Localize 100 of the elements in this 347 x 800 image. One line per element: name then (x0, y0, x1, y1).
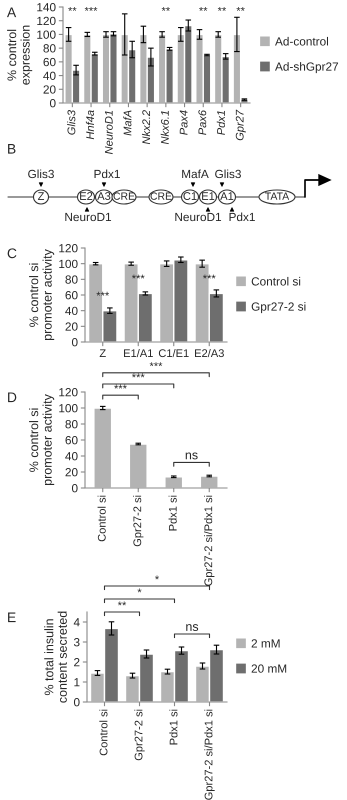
y-tick-label: 80 (65, 420, 78, 428)
y-axis-title: % control si promoter activity (29, 394, 54, 486)
y-tick-label: 20 (66, 322, 78, 331)
text: Pdx1 (94, 169, 120, 178)
y-tick-label: 120 (59, 244, 78, 252)
bar (200, 475, 219, 488)
x-tick-label: Gpr27-2 si/Pdx1 si (204, 710, 215, 800)
y-tick-label: 4 (74, 618, 80, 626)
legend-label: Gpr27-2 si (252, 302, 306, 314)
text: Pdx1 (230, 212, 255, 222)
x-tick-label: MafA (123, 110, 132, 136)
y-tick-label: 1 (74, 678, 80, 686)
text: Z (38, 192, 44, 200)
annotation: *** (132, 274, 145, 278)
text: CRE (114, 192, 135, 200)
text: CRE (150, 192, 172, 200)
y-tick-label: 60 (66, 436, 78, 444)
x-tick-label: Gpr27-2 si (133, 496, 144, 546)
x-tick-label: NeuroD1 (104, 110, 113, 154)
chart-title: D (8, 392, 16, 402)
x-tick-label: Gpr27 (236, 110, 246, 140)
x-tick-label: Gpr27-2 si (134, 710, 145, 760)
bar (128, 443, 148, 488)
legend-label: 2 mM (252, 639, 280, 648)
annotation: ** (162, 7, 170, 11)
x-tick-label: E1/A1 (124, 348, 153, 358)
y-axis-title: % control expression (7, 26, 32, 85)
y-tick-label: 80 (65, 275, 78, 284)
text: A3 (97, 192, 110, 200)
x-tick-label: Hnf4a (86, 110, 94, 140)
x-tick-label: Z (100, 349, 106, 357)
text: Glis3 (28, 169, 54, 178)
y-tick-label: 20 (66, 468, 78, 476)
y-tick-label: 2 (74, 658, 80, 666)
x-tick-label: Pdx1 (216, 110, 225, 135)
annotation: ** (199, 7, 208, 11)
x-tick-label: Pax6 (198, 110, 206, 135)
x-tick-label: Glis3 (67, 110, 76, 135)
y-tick-label: 0 (50, 99, 56, 108)
y-axis-title: % total insulin content secreted (44, 612, 67, 703)
x-tick-label: Nkx2.2 (142, 110, 150, 144)
text: *** (132, 373, 145, 378)
annotation: ns (186, 624, 198, 631)
text: NeuroD1 (65, 212, 112, 222)
chart-title: A (6, 8, 16, 18)
text: ** (118, 602, 126, 606)
annotation: *** (84, 7, 98, 11)
chart-title: E (8, 612, 16, 622)
text: E2 (80, 192, 92, 200)
text: * (138, 588, 142, 592)
x-tick-label: Pax4 (180, 110, 188, 135)
legend-label: Ad-shGpr27 (275, 62, 338, 74)
text: *** (150, 362, 162, 366)
y-tick-label: 140 (37, 3, 56, 12)
x-tick-label: Pdx1 si (169, 710, 178, 744)
text: NeuroD1 (175, 212, 222, 222)
x-tick-label: E2/A3 (195, 348, 224, 358)
y-tick-label: 80 (43, 44, 56, 53)
y-tick-label: 0 (74, 698, 80, 706)
text: *** (114, 384, 127, 389)
y-axis-title: % control si promoter activity (29, 249, 54, 340)
annotation: ns (186, 452, 198, 460)
annotation: *** (96, 292, 110, 296)
text: C1 (183, 192, 197, 200)
x-tick-label: Gpr27-2 si/Pdx1 si (204, 496, 214, 586)
text: TATA (265, 192, 290, 200)
x-tick-label: Pdx1 si (168, 496, 177, 530)
bar (93, 407, 112, 488)
y-tick-label: 100 (59, 404, 78, 412)
x-tick-label: C1/E1 (158, 348, 189, 358)
y-tick-label: 100 (37, 30, 56, 39)
y-tick-label: 0 (72, 484, 78, 492)
text: MafA (182, 170, 209, 178)
x-tick-label: Control si (98, 496, 106, 542)
annotation: ** (218, 7, 226, 11)
x-tick-label: Control si (99, 710, 108, 756)
text: * (155, 576, 159, 580)
chart-title: C (8, 248, 16, 258)
y-tick-label: 20 (44, 85, 56, 94)
y-tick-label: 60 (44, 58, 56, 66)
y-tick-label: 40 (65, 452, 78, 460)
text: Glis3 (215, 169, 241, 178)
y-tick-label: 100 (59, 260, 78, 268)
y-tick-label: 0 (72, 338, 78, 346)
x-tick-label: Nkx6.1 (160, 110, 169, 144)
y-tick-label: 3 (74, 638, 80, 646)
y-tick-label: 120 (37, 16, 56, 26)
annotation: ** (68, 7, 76, 11)
y-tick-label: 60 (66, 291, 78, 300)
text: A1 (220, 192, 234, 200)
y-tick-label: 40 (43, 72, 56, 80)
legend-label: Ad-control (275, 36, 328, 46)
text: B (8, 144, 16, 154)
bar (164, 476, 184, 488)
y-tick-label: 40 (65, 306, 78, 316)
legend-label: Control si (252, 276, 300, 286)
text: E1 (202, 192, 214, 200)
y-tick-label: 120 (59, 388, 78, 396)
annotation: *** (202, 274, 216, 278)
annotation: ** (236, 7, 245, 11)
